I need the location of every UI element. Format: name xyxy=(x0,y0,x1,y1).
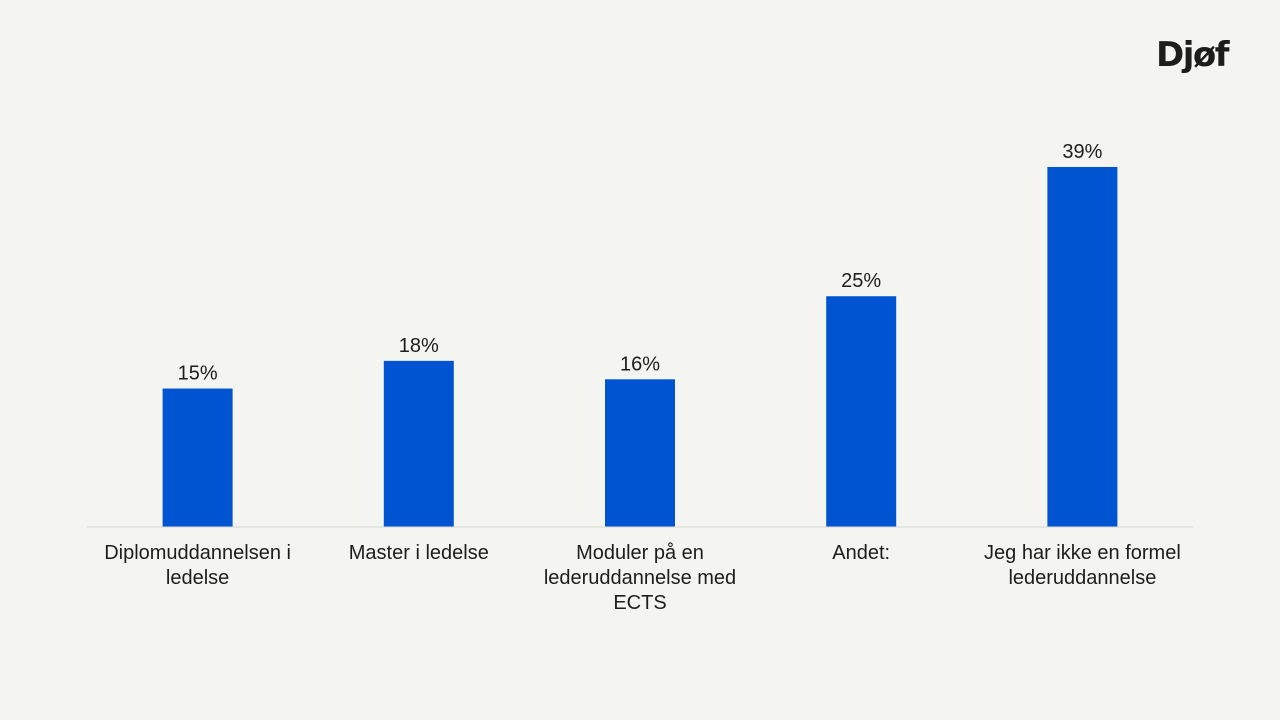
category-label-3: Moduler på en lederuddannelse med ECTS xyxy=(544,542,736,614)
category-label-line: ledelse xyxy=(166,567,229,589)
value-label-5: 39% xyxy=(1062,141,1102,163)
category-label-line: lederuddannelse xyxy=(1008,567,1156,589)
djof-logo: Djøf xyxy=(1156,35,1230,75)
bar-3 xyxy=(605,379,675,527)
category-label-line: lederuddannelse med xyxy=(544,567,736,589)
category-label-5: Jeg har ikke en formel lederuddannelse xyxy=(984,542,1181,589)
bar-1 xyxy=(162,388,233,527)
category-labels-group: Diplomuddannelsen i ledelse Master i ledel… xyxy=(104,542,1181,614)
category-label-line: Jeg har ikke en formel xyxy=(984,542,1181,564)
category-label-line: Master i ledelse xyxy=(349,542,489,564)
bar-4 xyxy=(826,296,897,527)
category-label-1: Diplomuddannelsen i ledelse xyxy=(104,542,291,589)
value-label-2: 18% xyxy=(399,335,439,357)
category-label-line: ECTS xyxy=(613,592,666,614)
value-label-1: 15% xyxy=(178,363,218,385)
bar-2 xyxy=(383,360,454,527)
logo-text: Djøf xyxy=(1156,35,1230,75)
bars-group xyxy=(162,167,1118,527)
category-label-2: Master i ledelse xyxy=(349,542,489,564)
bar-5 xyxy=(1047,167,1118,527)
category-label-line: Moduler på en xyxy=(576,542,704,564)
value-label-4: 25% xyxy=(841,270,881,292)
category-label-line: Andet: xyxy=(832,542,890,564)
category-label-line: Diplomuddannelsen i xyxy=(104,542,291,564)
category-label-4: Andet: xyxy=(832,542,890,564)
value-label-3: 16% xyxy=(620,353,660,375)
value-labels-group: 15% 18% 16% 25% 39% xyxy=(178,141,1103,385)
